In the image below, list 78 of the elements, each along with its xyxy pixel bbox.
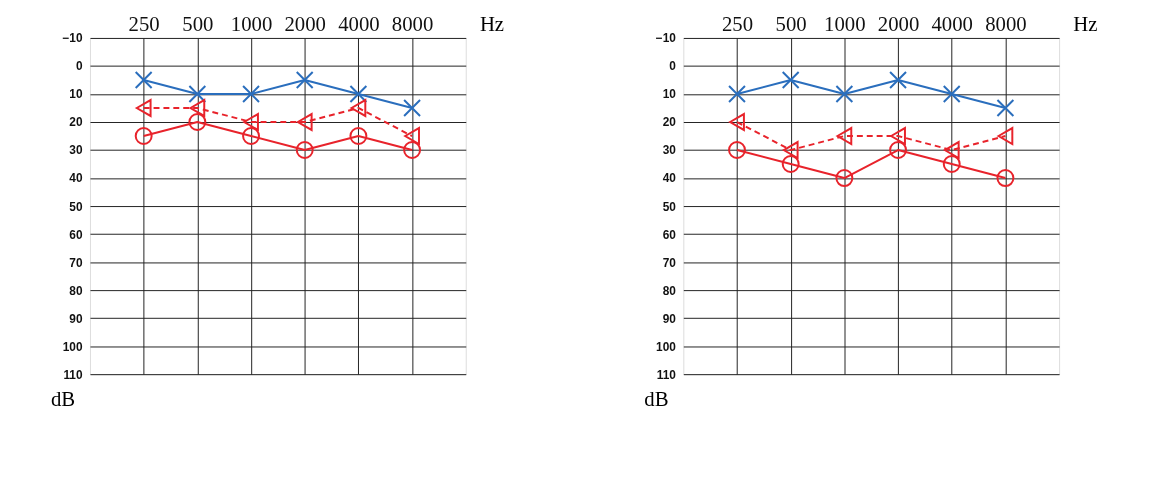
point: [135, 99, 152, 117]
x-tick-label: 250: [128, 12, 160, 35]
y-tick-label: −10: [62, 31, 83, 46]
y-axis-title: dB: [50, 388, 76, 411]
y-tick-label: 50: [69, 199, 83, 214]
y-tick-label: 0: [75, 59, 83, 74]
point: [189, 99, 206, 117]
point: [350, 99, 367, 117]
point: [296, 113, 313, 131]
point: [942, 85, 961, 103]
y-tick-label: 40: [69, 171, 83, 186]
y-tick-label: 110: [656, 367, 677, 382]
point: [134, 127, 153, 145]
point: [403, 99, 422, 117]
x-axis-title: Hz: [479, 12, 505, 35]
point: [134, 71, 153, 89]
x-tick-label: 500: [775, 12, 807, 35]
point: [782, 141, 799, 159]
point: [242, 127, 260, 145]
point: [729, 113, 745, 131]
point: [943, 141, 960, 159]
y-tick-label: 20: [662, 115, 677, 130]
y-tick-label: 10: [662, 87, 677, 102]
point: [188, 113, 207, 131]
x-tick-label: 8000: [391, 12, 434, 35]
y-tick-label: 100: [62, 339, 83, 354]
y-tick-label: 20: [69, 115, 83, 130]
y-tick-label: 90: [69, 311, 83, 326]
point: [781, 155, 800, 173]
x-tick-label: 1000: [824, 12, 866, 35]
y-tick-label: 80: [662, 283, 677, 298]
point: [889, 71, 908, 89]
y-tick-label: −10: [655, 31, 677, 46]
point: [243, 113, 259, 131]
point: [996, 169, 1015, 187]
x-tick-label: 2000: [284, 12, 326, 35]
x-tick-label: 8000: [985, 12, 1027, 35]
point: [295, 141, 314, 159]
point: [835, 85, 854, 103]
x-tick-label: 1000: [230, 12, 273, 35]
y-tick-label: 30: [69, 143, 83, 158]
y-tick-label: 90: [662, 311, 677, 326]
point: [728, 141, 746, 159]
x-tick-label: 2000: [877, 12, 920, 35]
y-axis-title: dB: [644, 388, 669, 411]
y-tick-label: 60: [69, 227, 83, 242]
y-tick-label: 40: [662, 171, 677, 186]
y-tick-label: 110: [63, 367, 83, 382]
point: [403, 141, 422, 159]
point: [836, 127, 853, 145]
point: [404, 127, 420, 145]
point: [242, 85, 260, 103]
point: [996, 99, 1015, 117]
x-axis-title: Hz: [1073, 12, 1098, 35]
x-tick-label: 500: [182, 12, 214, 35]
x-tick-label: 250: [721, 12, 754, 35]
y-tick-label: 30: [662, 143, 677, 158]
y-tick-label: 0: [669, 59, 677, 74]
x-tick-label: 4000: [931, 12, 973, 35]
x-tick-label: 4000: [338, 12, 380, 35]
y-tick-label: 70: [69, 255, 83, 270]
y-tick-label: 70: [662, 255, 677, 270]
y-tick-label: 60: [662, 227, 677, 242]
point: [349, 127, 368, 145]
point: [188, 85, 207, 103]
point: [728, 85, 746, 103]
y-tick-label: 50: [662, 199, 677, 214]
point: [942, 155, 961, 173]
y-tick-label: 10: [69, 87, 83, 102]
y-tick-label: 100: [656, 339, 677, 354]
y-tick-label: 80: [69, 283, 83, 298]
point: [349, 85, 368, 103]
point: [781, 71, 800, 89]
point: [295, 71, 314, 89]
point: [835, 169, 854, 187]
point: [997, 127, 1014, 145]
point: [890, 127, 906, 145]
point: [889, 141, 908, 159]
